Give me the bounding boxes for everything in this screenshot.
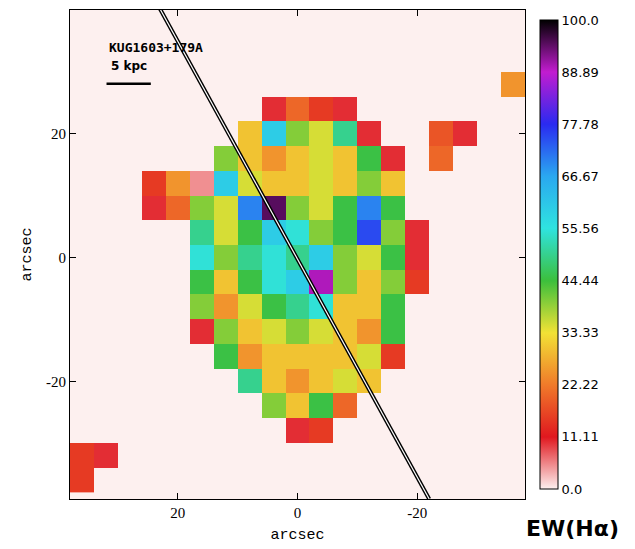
- svg-text:11.11: 11.11: [562, 429, 599, 444]
- svg-text:77.78: 77.78: [562, 117, 599, 132]
- svg-text:100.0: 100.0: [562, 13, 599, 28]
- svg-text:-20: -20: [46, 374, 66, 390]
- svg-text:33.33: 33.33: [562, 325, 599, 340]
- svg-text:20: 20: [170, 505, 185, 521]
- svg-text:20: 20: [51, 126, 66, 142]
- svg-text:arcsec: arcsec: [19, 227, 36, 281]
- svg-text:0: 0: [59, 250, 67, 266]
- svg-text:EW(Hα): EW(Hα): [526, 516, 619, 541]
- svg-text:5 kpc: 5 kpc: [111, 59, 147, 73]
- svg-text:KUG1603+179A: KUG1603+179A: [109, 40, 203, 55]
- svg-text:88.89: 88.89: [562, 65, 599, 80]
- svg-text:0: 0: [294, 505, 302, 521]
- svg-text:-20: -20: [407, 505, 427, 521]
- svg-text:0.0: 0.0: [562, 482, 583, 497]
- svg-text:44.44: 44.44: [562, 273, 599, 288]
- svg-text:22.22: 22.22: [562, 377, 599, 392]
- svg-text:55.56: 55.56: [562, 221, 599, 236]
- svg-text:arcsec: arcsec: [270, 527, 324, 544]
- svg-text:66.67: 66.67: [562, 169, 599, 184]
